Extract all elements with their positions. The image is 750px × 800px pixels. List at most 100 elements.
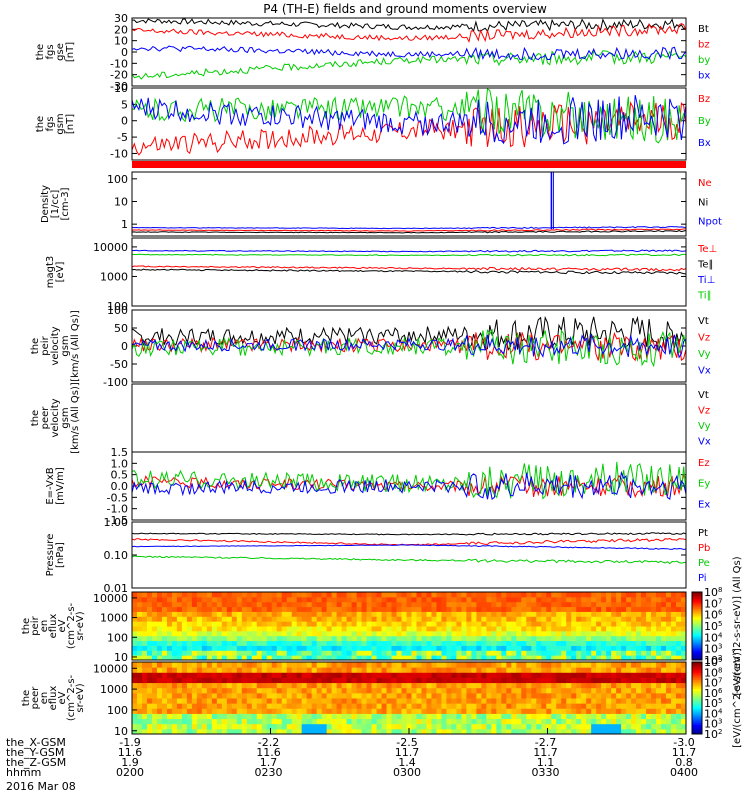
spectrogram-cell	[401, 635, 407, 642]
spectrogram-cell	[206, 596, 213, 603]
spectrogram-cell	[441, 650, 447, 656]
spectrogram-cell	[301, 667, 308, 673]
spectrogram-cell	[596, 655, 602, 661]
spectrogram-cell	[411, 592, 417, 598]
colorbar-step	[692, 615, 702, 618]
colorbar-step	[692, 667, 702, 670]
spectrogram-cell	[311, 708, 318, 714]
spectrogram-cell	[486, 728, 492, 735]
spectrogram-cell	[481, 616, 487, 622]
spectrogram-cell	[671, 626, 677, 632]
spectrogram-cell	[231, 592, 238, 598]
spectrogram-cell	[156, 626, 163, 632]
spectrogram-cell	[486, 616, 492, 622]
spectrogram-cell	[366, 672, 373, 678]
spectrogram-cell	[491, 655, 497, 661]
spectrogram-cell	[551, 687, 557, 694]
spectrogram-cell	[631, 682, 637, 689]
spectrogram-cell	[166, 596, 173, 603]
spectrogram-cell	[396, 662, 403, 668]
panels-group: the fgs gse [nT]3020100-10-20-30Btbzbybxthe…	[21, 12, 743, 748]
spectrogram-cell	[586, 662, 592, 668]
spectrogram-cell	[631, 728, 637, 735]
spectrogram-cell	[336, 713, 343, 720]
spectrogram-cell	[541, 640, 547, 646]
spectrogram-cell	[516, 677, 522, 684]
spectrogram-cell	[596, 596, 602, 603]
spectrogram-cell	[406, 635, 412, 642]
spectrogram-cell	[641, 592, 647, 598]
spectrogram-cell	[406, 592, 412, 598]
spectrogram-cell	[441, 682, 447, 689]
spectrogram-cell	[561, 662, 567, 668]
spectrogram-cell	[576, 626, 582, 632]
spectrogram-cell	[236, 616, 243, 622]
spectrogram-cell	[466, 592, 472, 598]
spectrogram-cell	[361, 645, 368, 651]
spectrogram-cell	[656, 640, 662, 646]
spectrogram-cell	[546, 601, 552, 608]
spectrogram-cell	[586, 626, 592, 632]
spectrogram-cell	[376, 692, 383, 699]
spectrogram-cell	[541, 596, 547, 603]
spectrogram-cell	[371, 645, 378, 651]
spectrogram-cell	[366, 713, 373, 720]
spectrogram-cell	[386, 667, 393, 673]
spectrogram-cell	[286, 592, 293, 598]
spectrogram-cell	[366, 606, 373, 612]
spectrogram-cell	[486, 606, 492, 612]
spectrogram-cell	[191, 687, 198, 694]
spectrogram-cell	[666, 616, 672, 622]
spectrogram-cell	[601, 621, 607, 627]
spectrogram-cell	[141, 728, 148, 735]
spectrogram-cell	[136, 687, 143, 694]
spectrogram-cell	[371, 621, 378, 627]
spectrogram-cell	[132, 601, 138, 608]
spectrogram-cell	[186, 630, 193, 637]
spectrogram-cell	[671, 645, 677, 651]
spectrogram-cell	[631, 601, 637, 608]
spectrogram-cell	[206, 601, 213, 608]
spectrogram-cell	[541, 692, 547, 699]
spectrogram-cell	[336, 650, 343, 656]
spectrogram-cell	[401, 723, 407, 730]
spectrogram-cell	[251, 682, 258, 689]
spectrogram-cell	[561, 682, 567, 689]
spectrogram-cell	[321, 682, 328, 689]
spectrogram-cell	[286, 687, 293, 694]
spectrogram-cell	[401, 655, 407, 661]
spectrogram-cell	[311, 621, 318, 627]
spectrogram-cell	[241, 592, 248, 598]
spectrogram-cell	[466, 718, 472, 725]
spectrogram-cell	[591, 672, 597, 678]
spectrogram-cell	[546, 708, 552, 714]
spectrogram-cell	[471, 596, 477, 603]
orbit-row-label: the_Z-GSM	[6, 756, 66, 769]
spectrogram-cell	[581, 698, 587, 704]
spectrogram-cell	[661, 606, 667, 612]
spectrogram-cell	[501, 723, 507, 730]
colorbar-step	[692, 617, 702, 620]
spectrogram-cell	[561, 655, 567, 661]
spectrogram-cell	[381, 692, 388, 699]
spectrogram-cell	[506, 682, 512, 689]
spectrogram-cell	[506, 723, 512, 730]
spectrogram-cell	[421, 677, 427, 684]
spectrogram-cell	[431, 621, 437, 627]
spectrogram-cell	[161, 606, 168, 612]
spectrogram-cell	[631, 621, 637, 627]
spectrogram-cell	[646, 640, 652, 646]
spectrogram-cell	[666, 672, 672, 678]
spectrogram-cell	[321, 606, 328, 612]
spectrogram-cell	[411, 708, 417, 714]
spectrogram-cell	[601, 596, 607, 603]
spectrogram-cell	[561, 713, 567, 720]
spectrogram-cell	[576, 682, 582, 689]
spectrogram-cell	[491, 698, 497, 704]
spectrogram-cell	[206, 635, 213, 642]
spectrogram-cell	[586, 708, 592, 714]
spectrogram-cell	[351, 672, 358, 678]
spectrogram-cell	[136, 601, 143, 608]
spectrogram-cell	[506, 692, 512, 699]
spectrogram-cell	[661, 718, 667, 725]
